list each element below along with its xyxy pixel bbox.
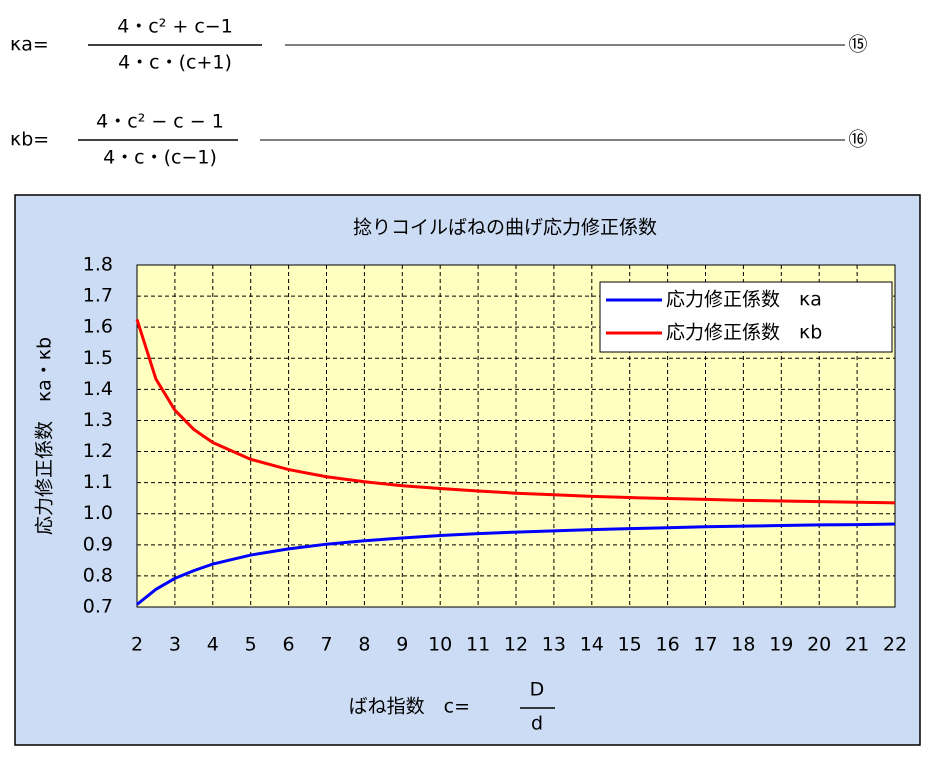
y-tick-label: 1.8 (83, 254, 113, 276)
x-tick-label: 10 (428, 634, 452, 656)
formula-a: κa= 4・c² + c−1 4・c・(c+1) ⑮ (10, 16, 868, 74)
x-tick-label: 4 (207, 634, 219, 656)
formula-number: ⑯ (848, 129, 867, 151)
formula-numerator: 4・c² − c − 1 (96, 111, 224, 133)
x-tick-label: 17 (693, 634, 717, 656)
y-tick-label: 1.5 (83, 347, 113, 369)
chart-title: 捻りコイルばねの曲げ応力修正係数 (353, 217, 657, 239)
legend-label: 応力修正係数 κa (666, 289, 822, 311)
y-tick-label: 1.7 (83, 285, 113, 307)
formula-lhs: κa= (10, 34, 49, 56)
x-tick-label: 22 (883, 634, 907, 656)
formula-b: κb= 4・c² − c − 1 4・c・(c−1) ⑯ (10, 111, 868, 169)
x-label-denominator: d (531, 713, 543, 735)
y-tick-label: 1.1 (83, 471, 113, 493)
series-line (136, 522, 896, 606)
x-tick-label: 19 (769, 634, 793, 656)
formula-denominator: 4・c・(c−1) (103, 147, 217, 169)
x-tick-label: 11 (466, 634, 490, 656)
y-tick-label: 1.3 (83, 409, 113, 431)
y-tick-label: 1.6 (83, 316, 113, 338)
x-tick-label: 12 (504, 634, 528, 656)
x-tick-label: 18 (731, 634, 755, 656)
formula-number: ⑮ (848, 34, 867, 56)
x-tick-label: 20 (807, 634, 831, 656)
x-label-numerator: D (530, 679, 545, 701)
series-line (135, 318, 896, 505)
y-tick-label: 0.7 (83, 596, 113, 618)
y-axis-label: 応力修正係数 κa・κb (34, 337, 56, 535)
x-tick-label: 5 (245, 634, 257, 656)
x-tick-label: 7 (320, 634, 332, 656)
plot-border (136, 264, 896, 608)
formula-numerator: 4・c² + c−1 (117, 16, 233, 38)
y-tick-label: 0.8 (83, 564, 113, 586)
legend-label: 応力修正係数 κb (666, 322, 822, 344)
y-tick-label: 1.0 (83, 502, 113, 524)
formula-lhs: κb= (10, 129, 49, 151)
x-tick-label: 15 (618, 634, 642, 656)
y-tick-label: 0.9 (83, 533, 113, 555)
x-axis-label: ばね指数 c= (349, 696, 470, 718)
y-tick-label: 1.2 (83, 440, 113, 462)
x-tick-label: 14 (580, 634, 604, 656)
x-tick-label: 8 (358, 634, 370, 656)
y-tick-label: 1.4 (83, 378, 113, 400)
x-tick-label: 21 (845, 634, 869, 656)
formula-denominator: 4・c・(c+1) (118, 52, 232, 74)
x-tick-label: 2 (131, 634, 143, 656)
x-tick-label: 3 (169, 634, 181, 656)
x-tick-label: 13 (542, 634, 566, 656)
x-tick-label: 16 (656, 634, 680, 656)
x-tick-label: 9 (396, 634, 408, 656)
x-tick-label: 6 (283, 634, 295, 656)
legend-box (599, 281, 893, 353)
